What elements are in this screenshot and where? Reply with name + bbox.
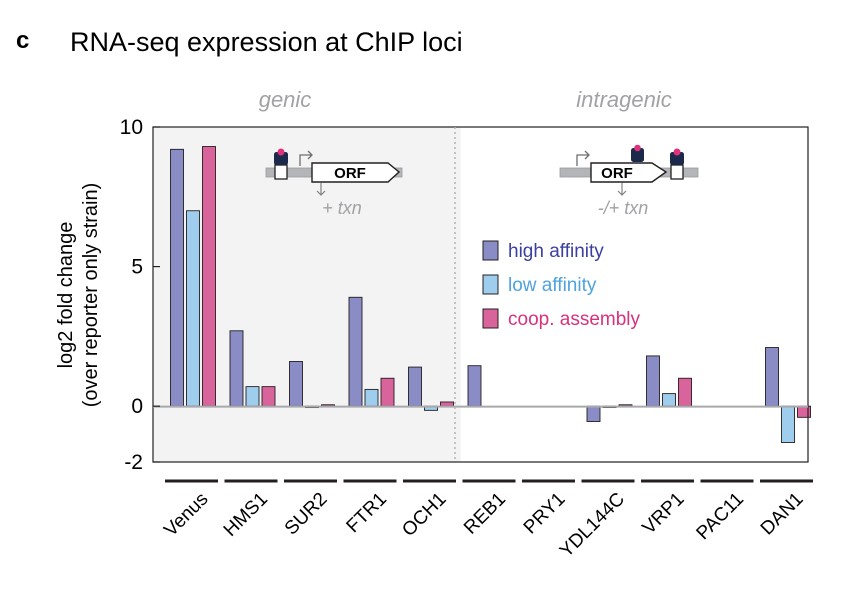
plot-frame	[152, 126, 809, 463]
bar-coop-assembly-ftr1	[380, 377, 395, 407]
orf-label: ORF	[334, 165, 366, 182]
bound-site-box	[274, 164, 288, 180]
protein-icon	[274, 152, 288, 165]
y-tick-label: 5	[131, 256, 143, 279]
x-tick-label: OCH1	[398, 489, 450, 541]
orf-label: ORF	[601, 165, 633, 182]
bar-high-affinity-venus	[170, 148, 184, 407]
bar-high-affinity-dan1	[765, 347, 779, 407]
bar-low-affinity-ftr1	[364, 388, 379, 407]
x-tick-label: DAN1	[757, 489, 808, 540]
x-tick-label: Venus	[160, 489, 212, 541]
protein-icon	[670, 152, 684, 165]
bar-coop-assembly-hms1	[261, 386, 276, 407]
tss-arrow-icon	[576, 150, 590, 166]
txn-arrow-icon	[617, 183, 627, 196]
y-tick-label: -2	[124, 451, 143, 474]
legend-label-coop-assembly: coop. assembly	[508, 309, 641, 330]
x-tick-label: FTR1	[343, 489, 391, 537]
bar-high-affinity-reb1	[467, 365, 482, 407]
protein-icon	[631, 148, 644, 162]
x-tick-label: PRY1	[520, 489, 570, 539]
region-label-intragenic: intragenic	[576, 87, 671, 112]
bar-coop-assembly-och1	[440, 401, 454, 407]
y-tick-label: 10	[120, 116, 143, 139]
bar-high-affinity-vrp1	[646, 355, 660, 407]
y-axis-label-line2: (over reporter only strain)	[80, 183, 102, 408]
legend-swatch-coop-assembly	[482, 308, 499, 329]
bar-low-affinity-hms1	[245, 386, 260, 407]
x-tick-label: SUR2	[281, 489, 332, 540]
x-tick-label: REB1	[460, 489, 510, 539]
chart-title: RNA-seq expression at ChIP loci	[70, 27, 463, 57]
y-tick-label: 0	[131, 395, 143, 418]
genic-gene-diagram: ORF + txn	[265, 148, 403, 218]
bar-high-affinity-sur2	[289, 361, 303, 407]
bar-coop-assembly-venus	[202, 146, 216, 407]
txn-arrow-icon	[316, 183, 326, 196]
bar-coop-assembly-vrp1	[678, 377, 692, 407]
bar-low-affinity-vrp1	[662, 393, 676, 407]
legend-label-high-affinity: high affinity	[508, 241, 604, 262]
protein-dot-icon	[634, 144, 641, 152]
txn-label-genic: + txn	[322, 198, 362, 218]
region-label-genic: genic	[259, 87, 312, 112]
legend: high affinity low affinity coop. assembl…	[482, 240, 641, 330]
bar-high-affinity-och1	[408, 366, 422, 407]
panel-label: c	[16, 27, 29, 54]
orf-arrow-icon	[311, 162, 401, 183]
protein-dot-icon	[673, 148, 681, 156]
bar-high-affinity-ydl144c	[586, 405, 601, 422]
x-tick-label: HMS1	[220, 489, 272, 541]
x-tick-label: YDL144C	[556, 489, 629, 562]
txn-label-intragenic: -/+ txn	[598, 198, 649, 218]
legend-label-low-affinity: low affinity	[508, 275, 597, 296]
legend-swatch-low-affinity	[482, 274, 499, 295]
protein-dot-icon	[277, 148, 285, 156]
y-axis-label-line1: log2 fold change	[55, 222, 77, 369]
bar-high-affinity-ftr1	[348, 296, 363, 407]
tss-arrow-icon	[299, 150, 313, 166]
bar-low-affinity-venus	[186, 210, 200, 407]
bound-site-box	[670, 164, 684, 180]
intragenic-gene-diagram: ORF -/+ txn	[559, 144, 699, 218]
bar-high-affinity-hms1	[229, 330, 244, 407]
legend-swatch-high-affinity	[482, 240, 499, 261]
x-tick-label: VRP1	[639, 489, 689, 539]
orf-arrow-icon	[590, 162, 668, 183]
bar-low-affinity-dan1	[781, 405, 795, 443]
x-tick-label: PAC11	[693, 489, 748, 544]
